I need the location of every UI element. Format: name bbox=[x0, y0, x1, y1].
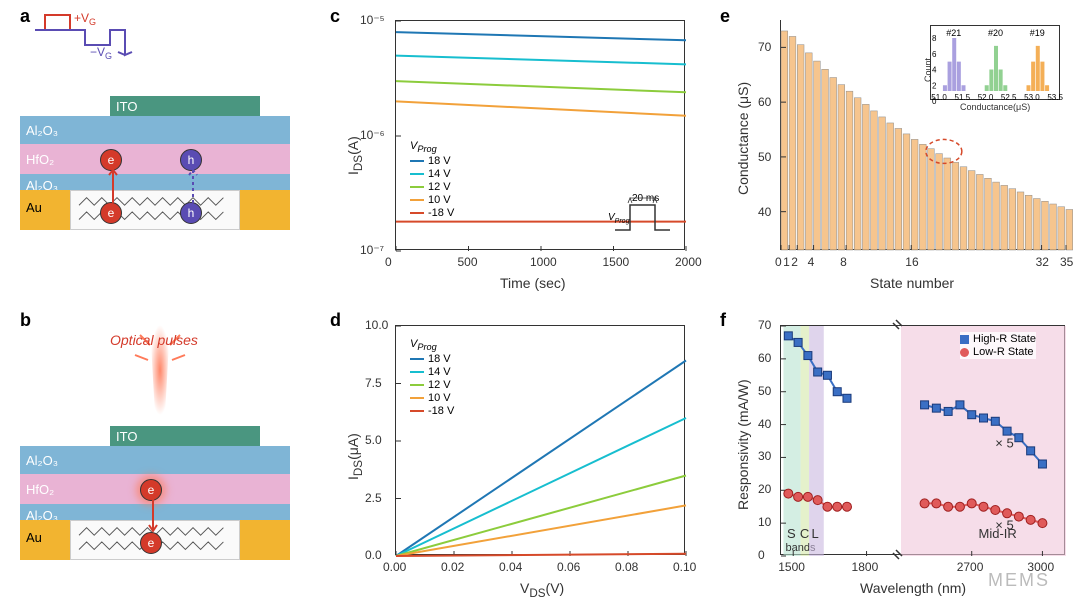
svg-text:× 5: × 5 bbox=[995, 436, 1013, 451]
panel-d-label: d bbox=[330, 310, 341, 331]
panel-f-xlabel: Wavelength (nm) bbox=[860, 580, 966, 596]
pulse-inset-icon: 20 msVProg bbox=[610, 195, 680, 240]
channel-graphene bbox=[70, 190, 240, 230]
svg-text:52.0: 52.0 bbox=[978, 93, 994, 102]
charge-e-channel-b: e bbox=[140, 532, 162, 554]
svg-text:0: 0 bbox=[932, 97, 937, 106]
svg-text:× 5: × 5 bbox=[995, 518, 1013, 533]
layer-ito-b: ITO bbox=[110, 426, 260, 446]
panel-e-xlabel: State number bbox=[870, 275, 954, 291]
svg-text:52.5: 52.5 bbox=[1001, 93, 1017, 102]
svg-text:51.5: 51.5 bbox=[955, 93, 971, 102]
svg-text:L: L bbox=[811, 526, 818, 541]
panel-c-label: c bbox=[330, 6, 340, 27]
panel-d-xlabel: VDS(V) bbox=[520, 580, 564, 600]
panel-c-xlabel: Time (sec) bbox=[500, 275, 566, 291]
panel-e-label: e bbox=[720, 6, 730, 27]
panel-f-ylabel: Responsivity (mA/W) bbox=[735, 379, 751, 510]
layer-hfo2: HfO₂ bbox=[20, 144, 290, 174]
svg-text:8: 8 bbox=[932, 34, 937, 43]
arrow-h-up bbox=[188, 165, 198, 205]
arrow-e-up bbox=[108, 165, 118, 205]
charge-e-channel: e bbox=[100, 202, 122, 224]
svg-text:2: 2 bbox=[932, 81, 937, 90]
panel-e-ylabel: Conductance (μS) bbox=[735, 82, 751, 195]
svg-text:53.0: 53.0 bbox=[1024, 93, 1040, 102]
charge-h-channel: h bbox=[180, 202, 202, 224]
panel-d-ylabel: IDS(μA) bbox=[345, 433, 365, 480]
electrode-au-right-b bbox=[240, 520, 290, 560]
svg-text:VProg: VProg bbox=[608, 212, 630, 225]
svg-text:#19: #19 bbox=[1030, 28, 1045, 38]
arrow-e-down bbox=[148, 495, 158, 535]
svg-text:53.5: 53.5 bbox=[1047, 93, 1063, 102]
svg-text:S: S bbox=[787, 526, 796, 541]
panel-b: Optical pulses ITO Al₂O₃ HfO₂ Al₂O₃ Au e… bbox=[20, 340, 300, 600]
svg-text:#21: #21 bbox=[946, 28, 961, 38]
electrode-au-left: Au bbox=[20, 190, 70, 230]
electrode-au-left-b: Au bbox=[20, 520, 70, 560]
layer-al2o3-top: Al₂O₃ bbox=[20, 116, 290, 144]
layer-al2o3-top-b: Al₂O₃ bbox=[20, 446, 290, 474]
svg-text:#20: #20 bbox=[988, 28, 1003, 38]
svg-text:C: C bbox=[800, 526, 809, 541]
svg-text:+VG: +VG bbox=[74, 11, 96, 27]
panel-b-label: b bbox=[20, 310, 31, 331]
panel-f-plot: SCbandsLMid-IR× 5× 5 bbox=[780, 325, 1065, 555]
layer-ito: ITO bbox=[110, 96, 260, 116]
electrode-au-right bbox=[240, 190, 290, 230]
optical-pulse-label: Optical pulses bbox=[110, 332, 198, 348]
panel-f-label: f bbox=[720, 310, 726, 331]
panel-a: +VG −VG ITO Al₂O₃ HfO₂ Al₂O₃ Au e h e h bbox=[20, 10, 300, 290]
panel-e-inset: #21#20#1951.051.552.052.553.053.502468 bbox=[930, 25, 1060, 100]
panel-c-ylabel: IDS(A) bbox=[345, 136, 365, 175]
